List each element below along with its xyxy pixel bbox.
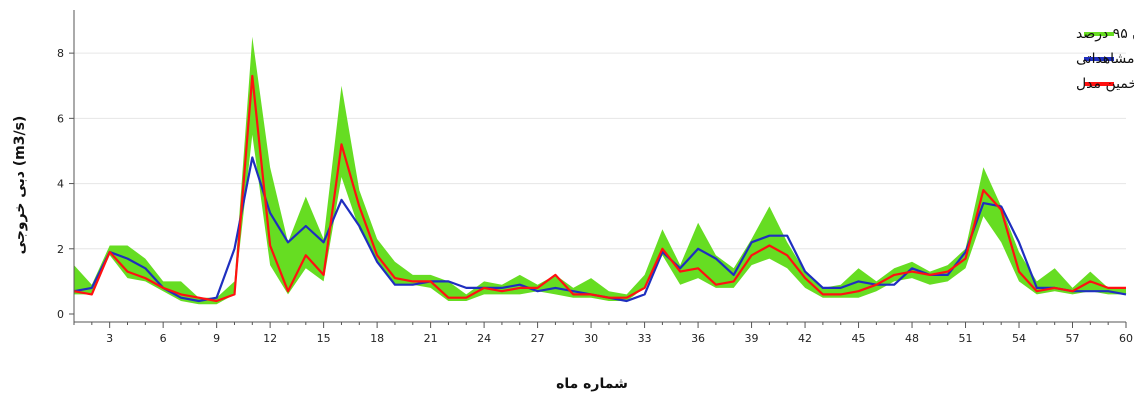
x-tick-label: 24 [477,332,491,345]
confidence-band [74,36,1126,305]
model-estimate-series-line [73,74,1126,303]
x-tick-label: 3 [106,332,113,345]
x-tick-label: 15 [317,332,331,345]
legend-item-observed-label: مشاهداتی [1076,51,1134,67]
x-tick-label: 39 [745,332,759,345]
x-tick-label: 36 [691,332,705,345]
x-axis-label: شماره ماه [556,376,628,392]
x-tick-label: 57 [1066,332,1080,345]
x-tick-label: 9 [213,332,220,345]
x-tick-label: 60 [1119,332,1133,345]
legend: باتد اطمینان ۹۵ درصد مشاهداتی بهترین تخمین… [1076,26,1134,92]
x-tick-label: 42 [798,332,812,345]
x-tick-label: 21 [424,332,438,345]
x-tick-label: 27 [531,332,545,345]
y-tick-label: 6 [57,112,64,125]
x-tick-label: 18 [370,332,384,345]
confidence-band-group [74,36,1126,305]
x-tick-label: 12 [263,332,277,345]
x-tick-label: 51 [959,332,973,345]
legend-item-confidence-band-label: باتد اطمینان ۹۵ درصد [1076,26,1134,42]
legend-item-model-estimate-label: بهترین تخمین مدل [1076,76,1134,92]
y-tick-label: 8 [57,47,64,60]
y-tick-label: 4 [57,178,64,191]
x-tick-label: 33 [638,332,652,345]
y-tick-label: 2 [57,243,64,256]
x-tick-label: 45 [852,332,866,345]
y-tick-labels: 0 2 4 6 8 [57,47,74,321]
x-tick-label: 30 [584,332,598,345]
x-tick-label: 54 [1012,332,1026,345]
x-tick-label: 48 [905,332,919,345]
y-axis-label: (m3/s) دبی خروجی [12,116,28,255]
x-tick-label: 6 [160,332,167,345]
y-tick-label: 0 [57,308,64,321]
series-lines [73,74,1127,303]
x-tick-labels: 3 6 9 12 15 18 21 24 27 30 33 36 39 42 45 48 51 54 57 60 [73,322,1133,345]
axes [73,10,1126,323]
